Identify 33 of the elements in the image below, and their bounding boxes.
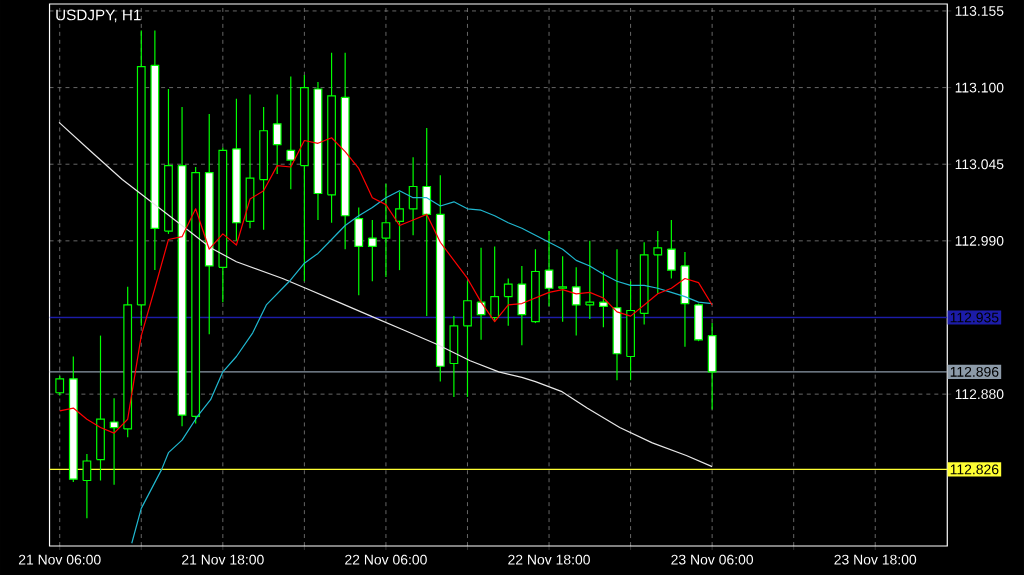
y-tick-label: 112.990: [955, 235, 1004, 246]
ref-line-label: 112.935: [950, 312, 999, 323]
candlestick: [272, 93, 282, 175]
x-tick-label: 23 Nov 18:00: [834, 554, 917, 565]
candlestick: [55, 375, 65, 397]
y-tick-label: 112.880: [955, 389, 1004, 400]
candlestick: [503, 277, 513, 327]
ref-line-label: 112.826: [950, 464, 999, 475]
x-tick-label: 22 Nov 18:00: [508, 554, 590, 565]
candlestick: [395, 191, 404, 271]
candlestick: [653, 230, 663, 295]
candlestick: [286, 75, 296, 190]
candlestick: [381, 183, 391, 278]
x-tick-label: 21 Nov 06:00: [18, 554, 101, 565]
chart-title: USDJPY, H1: [56, 9, 141, 23]
x-tick-label: 21 Nov 18:00: [182, 554, 264, 565]
ref-line-label: 112.896: [950, 366, 999, 377]
y-tick-label: 113.155: [955, 6, 1004, 16]
candlestick: [109, 397, 119, 486]
x-tick-label: 23 Nov 06:00: [671, 554, 754, 565]
candlestick: [544, 230, 554, 307]
candlestick: [408, 156, 418, 236]
candlestick: [666, 219, 676, 280]
candlestick: [490, 245, 500, 323]
candlestick: [585, 240, 595, 320]
x-tick-label: 22 Nov 06:00: [345, 554, 427, 565]
y-tick-label: 113.045: [955, 159, 1004, 170]
candlestick: [82, 453, 92, 519]
y-tick-label: 113.100: [955, 82, 1004, 93]
candlestick: [558, 255, 568, 323]
candlestick: [367, 219, 377, 282]
candlestick: [599, 270, 608, 328]
candlestick: [571, 266, 581, 337]
